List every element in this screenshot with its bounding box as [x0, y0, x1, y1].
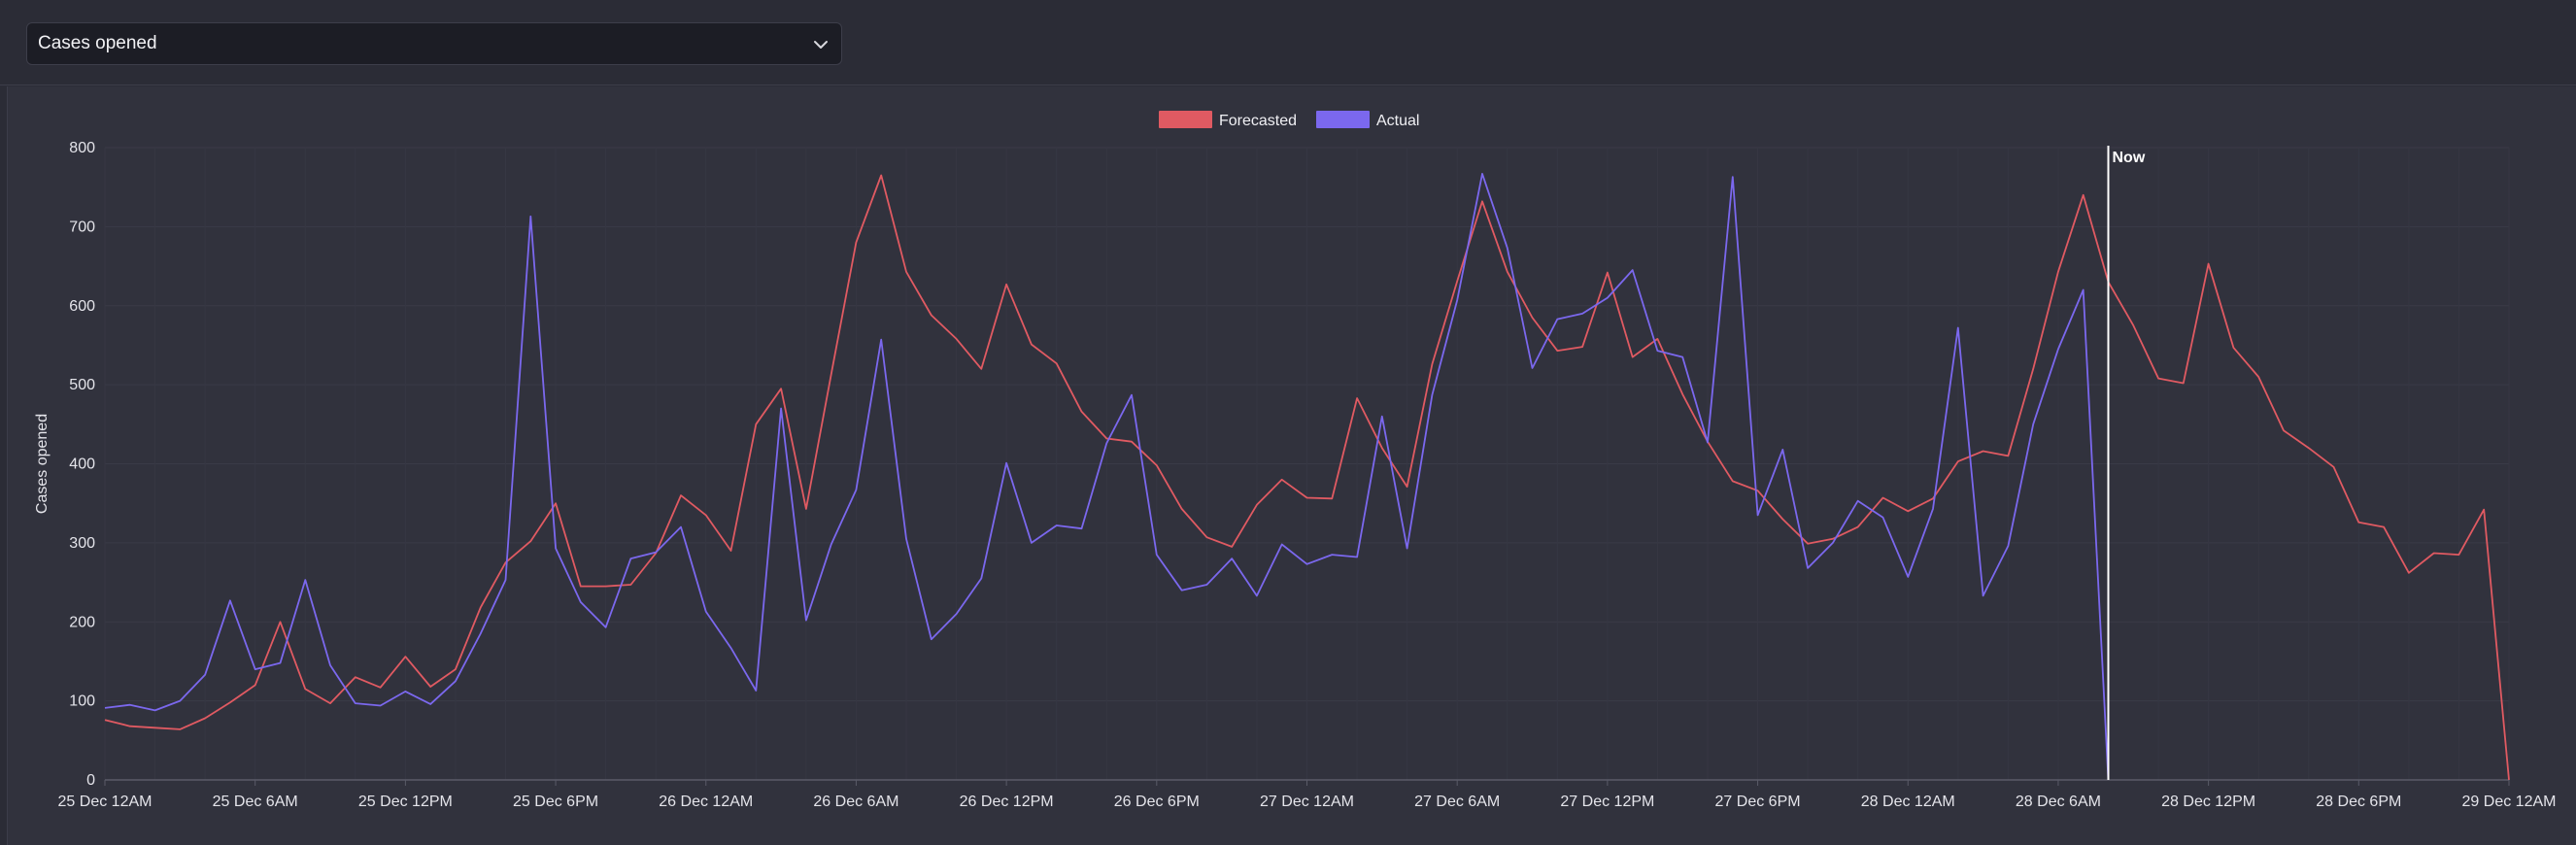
- x-tick-label: 25 Dec 12PM: [358, 794, 453, 810]
- x-tick-label: 28 Dec 12AM: [1861, 794, 1955, 810]
- y-tick-label: 0: [86, 772, 95, 789]
- now-label: Now: [2113, 150, 2146, 166]
- x-tick-label: 26 Dec 6PM: [1114, 794, 1200, 810]
- chart-panel: 0 100 200 300 400 500 600 700 800 25 Dec 12AM 25 …: [7, 86, 2576, 845]
- y-axis-ticks: 0 100 200 300 400 500 600 700 800: [69, 140, 95, 789]
- legend-label-forecasted: Forecasted: [1219, 113, 1297, 129]
- x-tick-label: 27 Dec 6AM: [1414, 794, 1500, 810]
- x-tick-label: 28 Dec 12PM: [2161, 794, 2255, 810]
- legend-swatch-forecasted: [1159, 111, 1212, 128]
- x-tick-label: 27 Dec 12AM: [1260, 794, 1354, 810]
- grid: [104, 147, 2510, 781]
- x-tick-label: 28 Dec 6AM: [2016, 794, 2101, 810]
- now-marker: Now: [2107, 146, 2146, 780]
- y-tick-label: 100: [69, 693, 95, 710]
- y-axis-title: Cases opened: [34, 414, 51, 514]
- chevron-down-icon: [814, 41, 828, 49]
- y-tick-label: 200: [69, 614, 95, 630]
- x-tick-label: 29 Dec 12AM: [2462, 794, 2557, 810]
- x-tick-label: 26 Dec 12AM: [659, 794, 753, 810]
- y-tick-label: 700: [69, 219, 95, 235]
- x-axis-ticks: 25 Dec 12AM 25 Dec 6AM 25 Dec 12PM 25 Dec 6…: [58, 780, 2557, 810]
- legend-swatch-actual: [1316, 111, 1370, 128]
- toolbar: Cases opened: [0, 0, 2576, 85]
- series-line-actual: [104, 173, 2110, 781]
- y-tick-label: 800: [69, 140, 95, 156]
- x-tick-label: 26 Dec 6AM: [813, 794, 898, 810]
- y-tick-label: 600: [69, 298, 95, 315]
- x-tick-label: 27 Dec 6PM: [1715, 794, 1801, 810]
- y-tick-label: 300: [69, 535, 95, 552]
- legend-label-actual: Actual: [1376, 113, 1419, 129]
- x-tick-label: 26 Dec 12PM: [960, 794, 1054, 810]
- x-tick-label: 25 Dec 6PM: [513, 794, 598, 810]
- metric-select-value: Cases opened: [38, 33, 157, 53]
- x-tick-label: 25 Dec 12AM: [58, 794, 153, 810]
- y-tick-label: 500: [69, 377, 95, 393]
- legend[interactable]: Forecasted Actual: [1159, 111, 1419, 129]
- x-tick-label: 27 Dec 12PM: [1560, 794, 1654, 810]
- x-tick-label: 25 Dec 6AM: [213, 794, 298, 810]
- x-tick-label: 28 Dec 6PM: [2316, 794, 2401, 810]
- y-tick-label: 400: [69, 456, 95, 473]
- metric-select[interactable]: Cases opened: [26, 22, 842, 65]
